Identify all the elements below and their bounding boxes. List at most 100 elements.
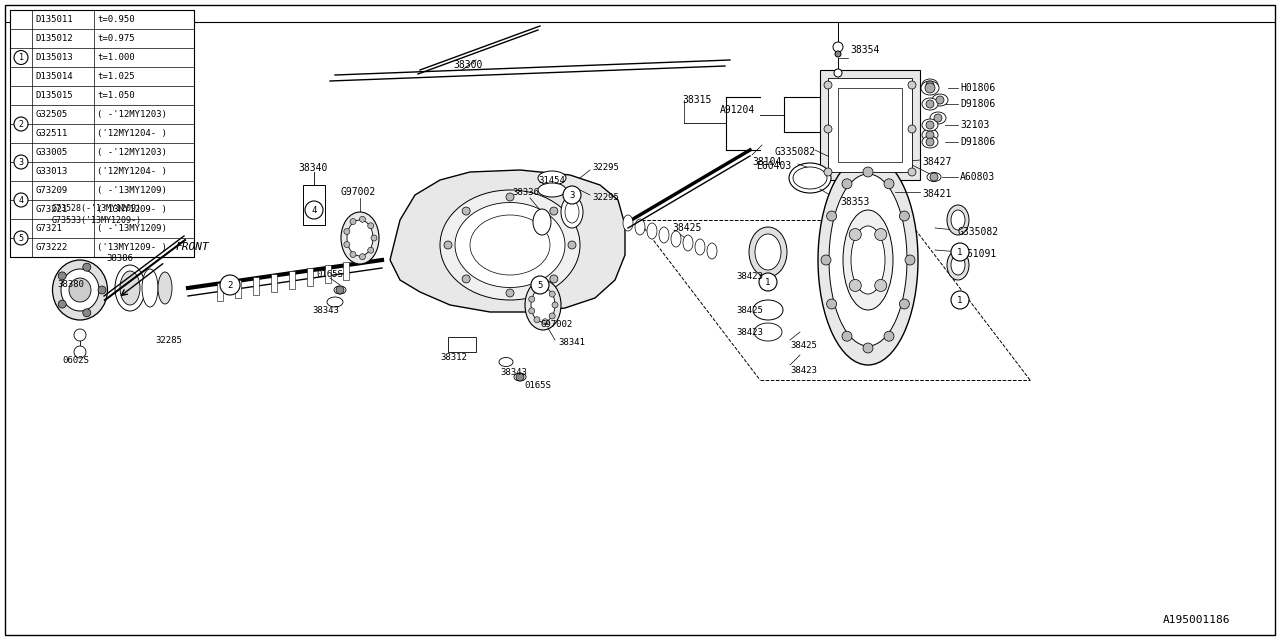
Text: G335082: G335082 [957, 227, 998, 237]
Text: 0165S: 0165S [316, 269, 343, 278]
Text: D91806: D91806 [960, 99, 996, 109]
Circle shape [925, 100, 934, 108]
Circle shape [863, 167, 873, 177]
Ellipse shape [922, 81, 940, 95]
Ellipse shape [922, 79, 938, 91]
Ellipse shape [470, 215, 550, 275]
Text: E60403: E60403 [756, 161, 791, 171]
Circle shape [900, 211, 909, 221]
Circle shape [14, 193, 28, 207]
Ellipse shape [695, 239, 705, 255]
Ellipse shape [646, 223, 657, 239]
Text: D135014: D135014 [35, 72, 73, 81]
Circle shape [925, 121, 934, 129]
Text: G73528(-'13MY1209): G73528(-'13MY1209) [52, 204, 142, 212]
Text: G73221: G73221 [35, 205, 68, 214]
Ellipse shape [755, 234, 781, 270]
Text: G32505: G32505 [35, 110, 68, 119]
Text: 3: 3 [570, 191, 575, 200]
Ellipse shape [531, 288, 556, 322]
Bar [828, 78, 913, 172]
Ellipse shape [671, 231, 681, 247]
Ellipse shape [340, 212, 379, 264]
Text: 38315: 38315 [682, 95, 712, 105]
Ellipse shape [826, 80, 915, 180]
Ellipse shape [532, 209, 550, 235]
Ellipse shape [753, 300, 783, 320]
Circle shape [14, 51, 28, 65]
Circle shape [14, 231, 28, 245]
Circle shape [908, 168, 916, 176]
Ellipse shape [927, 173, 941, 182]
Circle shape [534, 317, 540, 323]
Ellipse shape [538, 171, 566, 185]
Text: 38340: 38340 [298, 163, 328, 173]
Text: 38380: 38380 [58, 280, 84, 289]
Text: D91806: D91806 [960, 137, 996, 147]
Bar [448, 337, 476, 352]
Text: 1: 1 [957, 296, 963, 305]
Text: ( -'12MY1203): ( -'12MY1203) [97, 110, 166, 119]
Circle shape [936, 96, 945, 104]
Circle shape [305, 201, 323, 219]
Ellipse shape [538, 183, 566, 197]
Circle shape [367, 223, 374, 228]
Ellipse shape [659, 227, 669, 243]
Text: ( -'13MY1209): ( -'13MY1209) [97, 224, 166, 233]
Text: ( -'12MY1203): ( -'12MY1203) [97, 148, 166, 157]
Text: G7321: G7321 [35, 224, 61, 233]
Ellipse shape [947, 205, 969, 235]
Text: 38300: 38300 [453, 60, 483, 70]
Ellipse shape [947, 250, 969, 280]
Ellipse shape [707, 243, 717, 259]
Circle shape [549, 291, 556, 297]
Text: 38425: 38425 [790, 340, 817, 349]
Circle shape [824, 81, 832, 89]
Text: 38421: 38421 [922, 189, 951, 199]
Text: 38343: 38343 [500, 367, 527, 376]
Text: G73209: G73209 [35, 186, 68, 195]
Text: G97002: G97002 [340, 187, 375, 197]
Ellipse shape [851, 226, 884, 294]
Text: A60803: A60803 [960, 172, 996, 182]
Text: 38425: 38425 [736, 305, 763, 314]
Text: 0602S: 0602S [61, 355, 88, 365]
Circle shape [58, 272, 67, 280]
Circle shape [827, 299, 837, 309]
Text: 2: 2 [228, 280, 233, 289]
Text: 32295: 32295 [593, 193, 618, 202]
Ellipse shape [951, 255, 965, 275]
Ellipse shape [142, 269, 157, 307]
Text: t=1.025: t=1.025 [97, 72, 134, 81]
Circle shape [337, 286, 344, 294]
Ellipse shape [499, 358, 513, 367]
PathPatch shape [390, 170, 625, 312]
Circle shape [360, 253, 365, 260]
Circle shape [14, 155, 28, 169]
Ellipse shape [749, 227, 787, 277]
Text: G33013: G33013 [35, 167, 68, 176]
Circle shape [444, 241, 452, 249]
Circle shape [925, 81, 934, 89]
Ellipse shape [454, 202, 564, 287]
Ellipse shape [347, 220, 372, 256]
Circle shape [549, 313, 556, 319]
Ellipse shape [829, 174, 908, 346]
Text: 38423: 38423 [736, 328, 763, 337]
Text: G73222: G73222 [35, 243, 68, 252]
Circle shape [884, 332, 893, 341]
Ellipse shape [844, 210, 893, 310]
Circle shape [849, 280, 861, 291]
Circle shape [568, 241, 576, 249]
Ellipse shape [157, 272, 172, 304]
Circle shape [58, 300, 67, 308]
Text: 38312: 38312 [440, 353, 467, 362]
Circle shape [835, 69, 842, 77]
Circle shape [842, 332, 852, 341]
Text: 32285: 32285 [155, 335, 182, 344]
Ellipse shape [794, 167, 827, 189]
Ellipse shape [334, 286, 346, 294]
Text: A61091: A61091 [963, 249, 997, 259]
Text: ('13MY1209- ): ('13MY1209- ) [97, 205, 166, 214]
Circle shape [842, 179, 852, 189]
